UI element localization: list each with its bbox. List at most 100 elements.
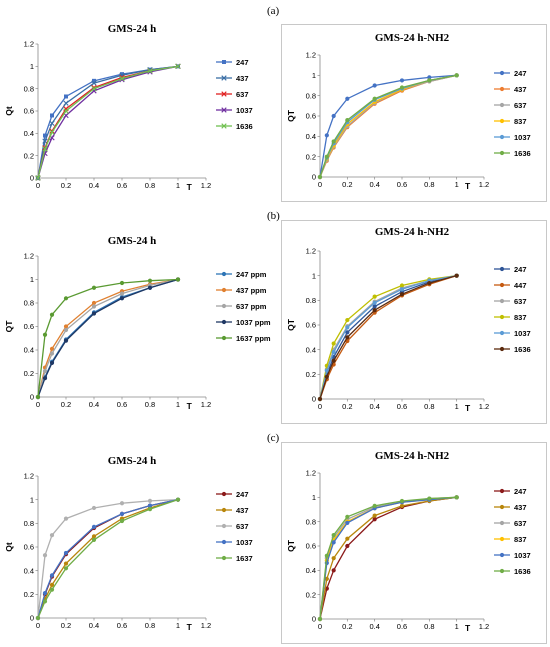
x-tick-label: 0.6 (117, 181, 127, 190)
data-point (399, 498, 405, 504)
y-tick-label: 0 (30, 614, 34, 623)
legend-marker (499, 150, 505, 156)
legend-marker (499, 568, 505, 574)
data-point (63, 100, 69, 106)
data-point (427, 496, 432, 501)
data-point (372, 517, 377, 522)
data-point (324, 368, 329, 373)
legend-marker (221, 75, 227, 81)
data-point (42, 369, 48, 374)
data-point (331, 540, 336, 545)
y-tick-label: 0 (312, 173, 316, 182)
y-tick-label: 0.8 (306, 91, 316, 100)
y-tick-label: 0 (30, 174, 34, 183)
data-point (399, 283, 405, 288)
data-point (372, 96, 377, 101)
x-tick-label: 0.6 (397, 622, 407, 631)
data-point (49, 582, 55, 587)
chart-title: GMS-24 h-NH2 (375, 450, 450, 462)
chart-svg: GMS-24 h 0 0.2 0.4 0.6 0.8 1 1.2 0 0.2 0.4 0.6 0.8 1 1… (4, 23, 253, 192)
chart-title: GMS-24 h-NH2 (375, 226, 450, 238)
data-point (91, 80, 97, 86)
data-point (331, 532, 336, 538)
data-point (399, 78, 405, 83)
chart-b-left: GMS-24 h 0 0.2 0.4 0.6 0.8 1 1.2 0 0.2 0.4 0.6 0.8 1 1… (0, 226, 271, 421)
series-line (37, 499, 179, 619)
x-tick-label: 0.6 (397, 402, 407, 411)
data-point (42, 376, 48, 381)
y-tick-label: 0.2 (24, 369, 34, 378)
data-point (91, 505, 97, 511)
y-tick-label: 1.2 (24, 252, 34, 261)
x-tick-label: 0.4 (89, 400, 99, 409)
y-tick-label: 0 (312, 395, 316, 404)
legend-label: 1636 (236, 122, 253, 131)
legend-label: 1037 (514, 133, 531, 142)
data-point (399, 85, 405, 90)
x-tick-label: 1.2 (479, 180, 489, 189)
legend-label: 247 (236, 58, 249, 67)
y-tick-label: 0 (30, 393, 34, 402)
chart-title: GMS-24 h (108, 455, 157, 467)
x-tick-label: 0.2 (342, 622, 352, 631)
legend-marker (499, 118, 505, 124)
x-tick-label: 1 (176, 400, 180, 409)
data-point (345, 335, 350, 340)
y-tick-label: 1.2 (306, 247, 316, 256)
legend-label: 1037 (514, 329, 531, 338)
data-point (324, 374, 329, 379)
x-tick-label: 1.2 (201, 400, 211, 409)
data-point (427, 78, 432, 83)
legend-label: 837 (514, 535, 527, 544)
data-point (175, 277, 181, 282)
y-tick-label: 0.8 (306, 517, 316, 526)
data-point (324, 154, 329, 159)
data-point (91, 534, 97, 539)
x-tick-label: 1.2 (201, 181, 211, 190)
y-tick-label: 0.2 (306, 152, 316, 161)
y-tick-label: 0.6 (306, 321, 316, 330)
x-axis-label: T (187, 182, 193, 192)
data-point (119, 75, 125, 82)
legend-marker (221, 91, 227, 97)
legend-marker (221, 303, 227, 309)
legend-label: 1636 (514, 567, 531, 576)
x-axis-label: T (465, 623, 471, 633)
data-point (43, 133, 47, 138)
y-axis-label: QT (286, 318, 296, 331)
legend-label: 247 (514, 69, 527, 78)
data-point (42, 332, 48, 337)
legend-marker (499, 282, 505, 288)
y-axis-label: QT (4, 320, 14, 333)
chart-a-left: GMS-24 h 0 0.2 0.4 0.6 0.8 1 1.2 0 0.2 0.4 0.6 0.8 1 1… (0, 14, 268, 202)
legend-marker (222, 60, 226, 64)
y-tick-label: 0.8 (24, 84, 34, 93)
legend-label: 247 (236, 490, 249, 499)
y-tick-label: 0.2 (306, 370, 316, 379)
series-line (319, 496, 457, 620)
legend-label: 247 (514, 487, 527, 496)
data-point (345, 117, 350, 123)
data-point (119, 296, 125, 301)
x-axis-label: T (465, 181, 471, 191)
y-tick-label: 0.8 (306, 296, 316, 305)
y-tick-label: 0.4 (306, 345, 316, 354)
legend-label: 1037 (236, 538, 253, 547)
data-point (63, 561, 69, 566)
data-point (63, 338, 69, 343)
x-tick-label: 0.6 (397, 180, 407, 189)
data-point (119, 280, 125, 286)
data-point (63, 324, 69, 329)
series-line (319, 275, 457, 400)
legend-marker (499, 536, 505, 542)
data-point (317, 174, 323, 180)
data-point (331, 341, 336, 346)
legend-marker (221, 491, 227, 497)
series-line (319, 74, 457, 178)
series-line (319, 275, 457, 400)
data-point (331, 568, 336, 573)
x-tick-label: 0 (36, 181, 40, 190)
data-point (42, 553, 48, 558)
data-point (49, 360, 55, 366)
x-tick-label: 1 (176, 181, 180, 190)
